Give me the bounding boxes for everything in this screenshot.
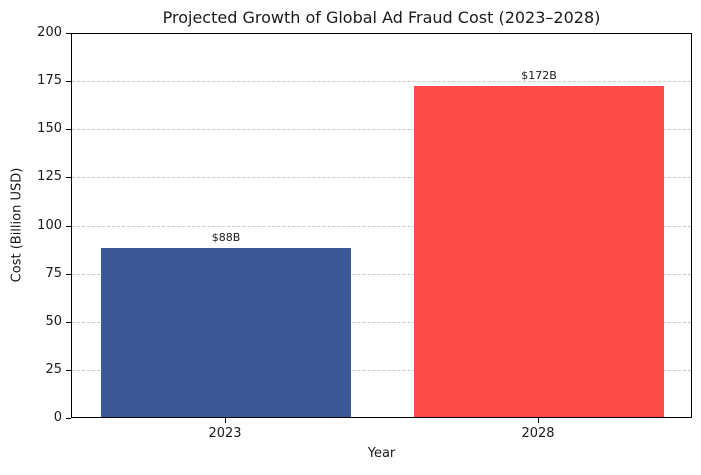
y-tick-label: 200 — [37, 25, 62, 40]
y-tick-mark — [66, 129, 71, 131]
gridline — [72, 177, 691, 179]
y-tick-mark — [66, 321, 71, 323]
gridline — [72, 81, 691, 83]
chart-title: Projected Growth of Global Ad Fraud Cost… — [162, 8, 601, 27]
gridline — [72, 225, 691, 227]
bar-value-label: $172B — [521, 68, 557, 82]
y-tick-mark — [66, 177, 71, 179]
y-tick-label: 150 — [37, 121, 62, 137]
bar-value-label: $88B — [211, 230, 241, 244]
y-tick-mark — [66, 273, 71, 275]
bar-2028 — [414, 85, 664, 417]
y-tick-label: 100 — [37, 217, 62, 233]
y-tick-label: 0 — [53, 410, 62, 425]
x-tick-label: 2028 — [521, 426, 555, 441]
y-tick-label: 25 — [45, 361, 62, 377]
y-tick-mark — [66, 369, 71, 371]
y-tick-label: 125 — [37, 169, 62, 185]
y-tick-mark — [66, 418, 71, 419]
x-axis-label: Year — [367, 446, 396, 461]
y-tick-mark — [66, 81, 71, 83]
y-tick-mark — [66, 33, 71, 34]
x-tick-mark — [225, 418, 226, 423]
gridline — [72, 321, 691, 323]
y-tick-mark — [66, 225, 71, 227]
gridline — [72, 129, 691, 131]
gridline — [72, 369, 691, 371]
x-tick-label: 2023 — [208, 426, 242, 441]
y-tick-label: 175 — [37, 73, 62, 89]
bar-2023 — [101, 247, 351, 417]
plot-area: $88B $172B — [71, 33, 692, 418]
y-tick-label: 75 — [45, 265, 62, 281]
x-tick-mark — [538, 418, 539, 423]
y-tick-label: 50 — [45, 313, 62, 329]
gridline — [72, 273, 691, 275]
